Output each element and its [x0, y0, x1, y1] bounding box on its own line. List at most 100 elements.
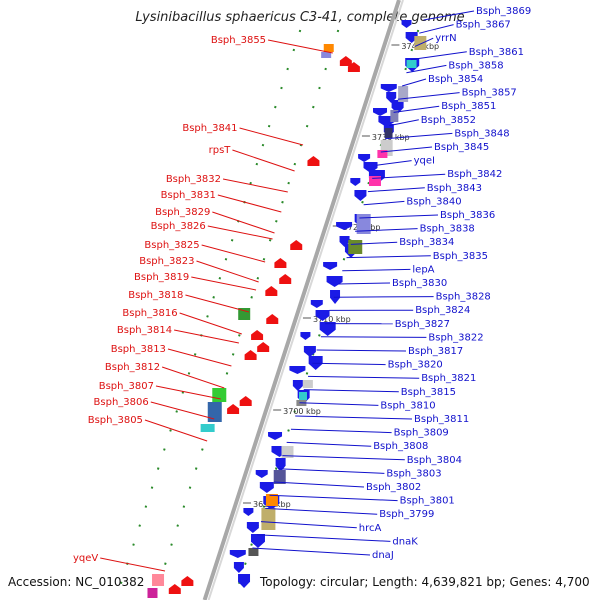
- label-leader-line: [286, 441, 372, 447]
- gene-arrow-forward: [239, 396, 252, 406]
- gene-label[interactable]: Bsph_3822: [428, 332, 483, 343]
- gene-label[interactable]: Bsph_3805: [88, 415, 143, 426]
- label-leader-line: [196, 260, 259, 283]
- gene-label[interactable]: Bsph_3799: [379, 509, 434, 520]
- gene-box: [406, 60, 417, 68]
- gene-label[interactable]: rpsT: [209, 145, 232, 156]
- map-title: Lysinibacillus sphaericus C3-41, complet…: [135, 10, 465, 25]
- label-leader-line: [337, 282, 391, 285]
- gene-label[interactable]: yrrN: [435, 33, 456, 44]
- kbp-mark-label: 3700 kbp: [283, 407, 321, 416]
- gene-label[interactable]: Bsph_3812: [105, 362, 160, 373]
- gene-arrow-reverse: [238, 574, 251, 588]
- gene-label[interactable]: Bsph_3841: [182, 123, 237, 134]
- label-leader-line: [406, 64, 447, 74]
- gene-arrow-reverse: [229, 550, 246, 558]
- gene-label[interactable]: Bsph_3858: [448, 60, 503, 71]
- gene-label[interactable]: yqeI: [414, 156, 435, 167]
- gene-label[interactable]: dnaK: [392, 536, 418, 547]
- label-leader-line: [312, 362, 386, 366]
- gene-label[interactable]: Bsph_3830: [392, 278, 447, 289]
- gene-label[interactable]: Bsph_3807: [99, 381, 154, 392]
- gene-arrow-reverse: [255, 470, 268, 478]
- gene-label[interactable]: Bsph_3819: [134, 272, 189, 283]
- gene-label[interactable]: Bsph_3816: [122, 308, 177, 319]
- gene-box: [348, 240, 363, 254]
- accession-text: Accession: NC_010382: [8, 575, 145, 589]
- label-leader-line: [161, 366, 225, 389]
- gene-label[interactable]: Bsph_3825: [144, 240, 199, 251]
- gene-label[interactable]: Bsph_3804: [407, 455, 462, 466]
- gene-label[interactable]: Bsph_3861: [469, 47, 524, 58]
- gene-label[interactable]: Bsph_3836: [440, 210, 495, 221]
- gene-label[interactable]: Bsph_3852: [421, 115, 476, 126]
- gene-label[interactable]: Bsph_3813: [111, 344, 166, 355]
- gene-label[interactable]: dnaJ: [372, 550, 394, 561]
- gene-label[interactable]: Bsph_3851: [441, 101, 496, 112]
- label-leader-line: [359, 214, 439, 219]
- gene-label[interactable]: Bsph_3817: [408, 346, 463, 357]
- gene-label[interactable]: Bsph_3834: [399, 237, 454, 248]
- gene-label[interactable]: Bsph_3867: [456, 20, 511, 31]
- gene-label[interactable]: Bsph_3848: [454, 128, 509, 139]
- gene-arrow-forward: [265, 286, 278, 296]
- gene-label[interactable]: Bsph_3806: [94, 397, 149, 408]
- gene-label[interactable]: Bsph_3802: [366, 482, 421, 493]
- label-leader-line: [150, 401, 215, 420]
- gene-arrow-reverse: [246, 522, 259, 533]
- gene-label[interactable]: Bsph_3828: [436, 292, 491, 303]
- gene-box: [390, 110, 399, 122]
- gene-label[interactable]: lepA: [412, 264, 434, 275]
- label-leader-line: [100, 557, 166, 572]
- gene-label[interactable]: Bsph_3842: [447, 169, 502, 180]
- gene-label[interactable]: Bsph_3857: [462, 88, 517, 99]
- gene-label[interactable]: Bsph_3814: [117, 325, 172, 336]
- gene-label[interactable]: Bsph_3829: [155, 207, 210, 218]
- gene-label[interactable]: Bsph_3811: [414, 414, 469, 425]
- gene-label[interactable]: Bsph_3845: [434, 142, 489, 153]
- gene-label[interactable]: Bsph_3801: [400, 496, 455, 507]
- gene-label[interactable]: Bsph_3815: [401, 387, 456, 398]
- gene-arrow-forward: [339, 56, 352, 66]
- gene-box: [302, 380, 313, 388]
- gene-box: [281, 446, 294, 458]
- gene-label[interactable]: Bsph_3854: [428, 74, 483, 85]
- gene-label[interactable]: Bsph_3824: [415, 305, 470, 316]
- gene-label[interactable]: hrcA: [359, 523, 382, 534]
- label-leader-line: [333, 296, 434, 298]
- label-leader-line: [269, 494, 398, 502]
- gene-label[interactable]: Bsph_3820: [388, 360, 443, 371]
- gene-label[interactable]: Bsph_3835: [433, 251, 488, 262]
- gene-label[interactable]: Bsph_3838: [420, 224, 475, 235]
- gene-label[interactable]: Bsph_3809: [394, 428, 449, 439]
- gene-label[interactable]: Bsph_3821: [421, 373, 476, 384]
- gene-label[interactable]: Bsph_3827: [395, 319, 450, 330]
- label-leader-line: [372, 173, 446, 179]
- label-leader-line: [185, 294, 250, 313]
- gene-label[interactable]: Bsph_3831: [161, 190, 216, 201]
- gene-label[interactable]: Bsph_3840: [406, 196, 461, 207]
- label-leader-line: [380, 146, 433, 153]
- label-leader-line: [278, 468, 385, 474]
- gene-label[interactable]: Bsph_3808: [373, 441, 428, 452]
- gene-label[interactable]: Bsph_3818: [128, 290, 183, 301]
- gene-arrow-reverse: [373, 108, 388, 116]
- gene-label[interactable]: Bsph_3869: [476, 6, 531, 17]
- label-leader-line: [252, 547, 371, 556]
- label-leader-line: [355, 228, 418, 232]
- gene-label[interactable]: Bsph_3823: [139, 256, 194, 267]
- gene-box: [356, 214, 371, 234]
- gene-box: [298, 392, 307, 400]
- gene-arrow-reverse: [243, 508, 254, 516]
- topology-text: Topology: circular; Length: 4,639,821 bp…: [260, 575, 590, 589]
- gene-label[interactable]: yqeV: [73, 553, 98, 564]
- gene-label[interactable]: Bsph_3832: [166, 174, 221, 185]
- label-leader-line: [401, 78, 427, 87]
- gene-arrow-reverse: [268, 432, 283, 440]
- gene-label[interactable]: Bsph_3803: [386, 468, 441, 479]
- gene-label[interactable]: Bsph_3810: [380, 400, 435, 411]
- gene-label[interactable]: Bsph_3855: [211, 35, 266, 46]
- label-leader-line: [174, 329, 239, 344]
- gene-label[interactable]: Bsph_3826: [151, 221, 206, 232]
- gene-label[interactable]: Bsph_3843: [427, 183, 482, 194]
